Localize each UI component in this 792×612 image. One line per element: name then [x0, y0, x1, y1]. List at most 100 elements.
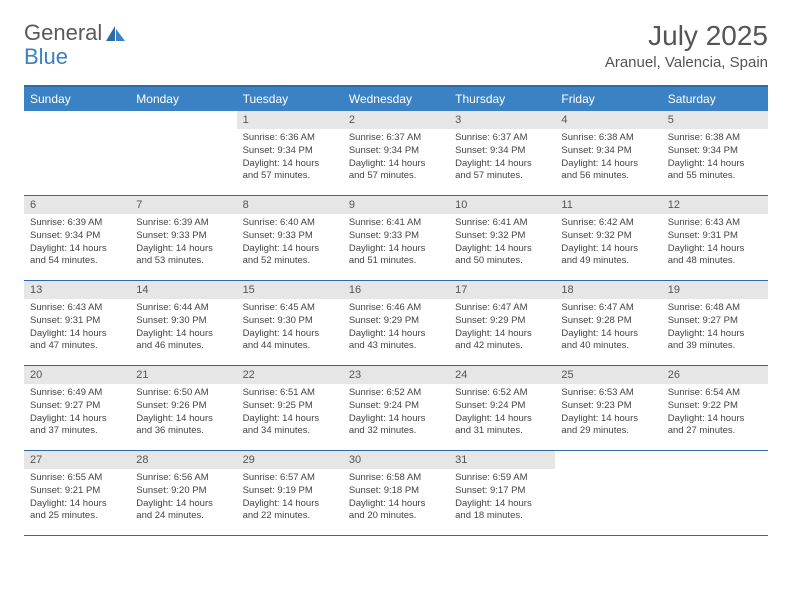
day-info: Sunrise: 6:38 AMSunset: 9:34 PMDaylight:… [662, 129, 768, 187]
day-number: 4 [555, 111, 661, 129]
calendar: Sunday Monday Tuesday Wednesday Thursday… [24, 85, 768, 536]
day-number: 13 [24, 281, 130, 299]
weekday-tuesday: Tuesday [237, 87, 343, 111]
brand-part1: General [24, 20, 102, 46]
day-info: Sunrise: 6:56 AMSunset: 9:20 PMDaylight:… [130, 469, 236, 527]
header: General July 2025 Aranuel, Valencia, Spa… [0, 0, 792, 79]
day-number: 23 [343, 366, 449, 384]
brand-sail-icon [105, 24, 127, 42]
calendar-cell: 26Sunrise: 6:54 AMSunset: 9:22 PMDayligh… [662, 366, 768, 450]
calendar-cell: 3Sunrise: 6:37 AMSunset: 9:34 PMDaylight… [449, 111, 555, 195]
calendar-cell: 30Sunrise: 6:58 AMSunset: 9:18 PMDayligh… [343, 451, 449, 535]
calendar-cell: 28Sunrise: 6:56 AMSunset: 9:20 PMDayligh… [130, 451, 236, 535]
day-info: Sunrise: 6:51 AMSunset: 9:25 PMDaylight:… [237, 384, 343, 442]
day-info: Sunrise: 6:41 AMSunset: 9:33 PMDaylight:… [343, 214, 449, 272]
day-number: 7 [130, 196, 236, 214]
day-info: Sunrise: 6:52 AMSunset: 9:24 PMDaylight:… [449, 384, 555, 442]
day-info: Sunrise: 6:49 AMSunset: 9:27 PMDaylight:… [24, 384, 130, 442]
calendar-cell: 25Sunrise: 6:53 AMSunset: 9:23 PMDayligh… [555, 366, 661, 450]
day-info: Sunrise: 6:37 AMSunset: 9:34 PMDaylight:… [449, 129, 555, 187]
day-number: 8 [237, 196, 343, 214]
title-block: July 2025 Aranuel, Valencia, Spain [605, 20, 768, 71]
day-number: 10 [449, 196, 555, 214]
calendar-cell: 5Sunrise: 6:38 AMSunset: 9:34 PMDaylight… [662, 111, 768, 195]
calendar-cell: 15Sunrise: 6:45 AMSunset: 9:30 PMDayligh… [237, 281, 343, 365]
day-info: Sunrise: 6:55 AMSunset: 9:21 PMDaylight:… [24, 469, 130, 527]
day-info: Sunrise: 6:42 AMSunset: 9:32 PMDaylight:… [555, 214, 661, 272]
day-number: 11 [555, 196, 661, 214]
calendar-week: 6Sunrise: 6:39 AMSunset: 9:34 PMDaylight… [24, 196, 768, 281]
day-info: Sunrise: 6:44 AMSunset: 9:30 PMDaylight:… [130, 299, 236, 357]
weekday-friday: Friday [555, 87, 661, 111]
day-number: 16 [343, 281, 449, 299]
calendar-week: ..1Sunrise: 6:36 AMSunset: 9:34 PMDaylig… [24, 111, 768, 196]
day-number: 27 [24, 451, 130, 469]
day-info: Sunrise: 6:43 AMSunset: 9:31 PMDaylight:… [24, 299, 130, 357]
calendar-week: 13Sunrise: 6:43 AMSunset: 9:31 PMDayligh… [24, 281, 768, 366]
calendar-cell: 14Sunrise: 6:44 AMSunset: 9:30 PMDayligh… [130, 281, 236, 365]
calendar-cell: 7Sunrise: 6:39 AMSunset: 9:33 PMDaylight… [130, 196, 236, 280]
day-info: Sunrise: 6:39 AMSunset: 9:34 PMDaylight:… [24, 214, 130, 272]
calendar-cell: 23Sunrise: 6:52 AMSunset: 9:24 PMDayligh… [343, 366, 449, 450]
day-number: 20 [24, 366, 130, 384]
day-info: Sunrise: 6:59 AMSunset: 9:17 PMDaylight:… [449, 469, 555, 527]
day-number: 9 [343, 196, 449, 214]
day-number: 14 [130, 281, 236, 299]
calendar-cell: 11Sunrise: 6:42 AMSunset: 9:32 PMDayligh… [555, 196, 661, 280]
day-number: 22 [237, 366, 343, 384]
day-number: 15 [237, 281, 343, 299]
day-number: 1 [237, 111, 343, 129]
calendar-cell: . [662, 451, 768, 535]
calendar-cell: . [555, 451, 661, 535]
calendar-cell: 27Sunrise: 6:55 AMSunset: 9:21 PMDayligh… [24, 451, 130, 535]
day-info: Sunrise: 6:37 AMSunset: 9:34 PMDaylight:… [343, 129, 449, 187]
calendar-cell: . [130, 111, 236, 195]
day-number: 31 [449, 451, 555, 469]
day-number: 2 [343, 111, 449, 129]
day-number: 28 [130, 451, 236, 469]
day-number: 12 [662, 196, 768, 214]
brand-logo: General [24, 20, 127, 46]
calendar-cell: 19Sunrise: 6:48 AMSunset: 9:27 PMDayligh… [662, 281, 768, 365]
calendar-cell: 6Sunrise: 6:39 AMSunset: 9:34 PMDaylight… [24, 196, 130, 280]
calendar-cell: 22Sunrise: 6:51 AMSunset: 9:25 PMDayligh… [237, 366, 343, 450]
calendar-cell: 9Sunrise: 6:41 AMSunset: 9:33 PMDaylight… [343, 196, 449, 280]
day-info: Sunrise: 6:54 AMSunset: 9:22 PMDaylight:… [662, 384, 768, 442]
day-info: Sunrise: 6:58 AMSunset: 9:18 PMDaylight:… [343, 469, 449, 527]
calendar-week: 20Sunrise: 6:49 AMSunset: 9:27 PMDayligh… [24, 366, 768, 451]
day-info: Sunrise: 6:47 AMSunset: 9:29 PMDaylight:… [449, 299, 555, 357]
day-number: 19 [662, 281, 768, 299]
day-number: 25 [555, 366, 661, 384]
calendar-cell: 20Sunrise: 6:49 AMSunset: 9:27 PMDayligh… [24, 366, 130, 450]
day-info: Sunrise: 6:57 AMSunset: 9:19 PMDaylight:… [237, 469, 343, 527]
calendar-cell: 21Sunrise: 6:50 AMSunset: 9:26 PMDayligh… [130, 366, 236, 450]
calendar-body: ..1Sunrise: 6:36 AMSunset: 9:34 PMDaylig… [24, 111, 768, 536]
day-info: Sunrise: 6:38 AMSunset: 9:34 PMDaylight:… [555, 129, 661, 187]
calendar-cell: 24Sunrise: 6:52 AMSunset: 9:24 PMDayligh… [449, 366, 555, 450]
brand-part2: Blue [24, 44, 68, 70]
calendar-cell: 2Sunrise: 6:37 AMSunset: 9:34 PMDaylight… [343, 111, 449, 195]
day-number: 5 [662, 111, 768, 129]
day-number: 29 [237, 451, 343, 469]
day-number: 17 [449, 281, 555, 299]
weekday-monday: Monday [130, 87, 236, 111]
weekday-thursday: Thursday [449, 87, 555, 111]
day-info: Sunrise: 6:43 AMSunset: 9:31 PMDaylight:… [662, 214, 768, 272]
calendar-cell: . [24, 111, 130, 195]
day-info: Sunrise: 6:39 AMSunset: 9:33 PMDaylight:… [130, 214, 236, 272]
day-info: Sunrise: 6:36 AMSunset: 9:34 PMDaylight:… [237, 129, 343, 187]
calendar-cell: 31Sunrise: 6:59 AMSunset: 9:17 PMDayligh… [449, 451, 555, 535]
calendar-cell: 1Sunrise: 6:36 AMSunset: 9:34 PMDaylight… [237, 111, 343, 195]
calendar-cell: 16Sunrise: 6:46 AMSunset: 9:29 PMDayligh… [343, 281, 449, 365]
calendar-cell: 13Sunrise: 6:43 AMSunset: 9:31 PMDayligh… [24, 281, 130, 365]
day-number: 18 [555, 281, 661, 299]
calendar-cell: 10Sunrise: 6:41 AMSunset: 9:32 PMDayligh… [449, 196, 555, 280]
page-title: July 2025 [605, 20, 768, 52]
day-info: Sunrise: 6:47 AMSunset: 9:28 PMDaylight:… [555, 299, 661, 357]
calendar-cell: 18Sunrise: 6:47 AMSunset: 9:28 PMDayligh… [555, 281, 661, 365]
day-info: Sunrise: 6:45 AMSunset: 9:30 PMDaylight:… [237, 299, 343, 357]
day-info: Sunrise: 6:48 AMSunset: 9:27 PMDaylight:… [662, 299, 768, 357]
day-info: Sunrise: 6:46 AMSunset: 9:29 PMDaylight:… [343, 299, 449, 357]
day-number: 3 [449, 111, 555, 129]
weekday-wednesday: Wednesday [343, 87, 449, 111]
